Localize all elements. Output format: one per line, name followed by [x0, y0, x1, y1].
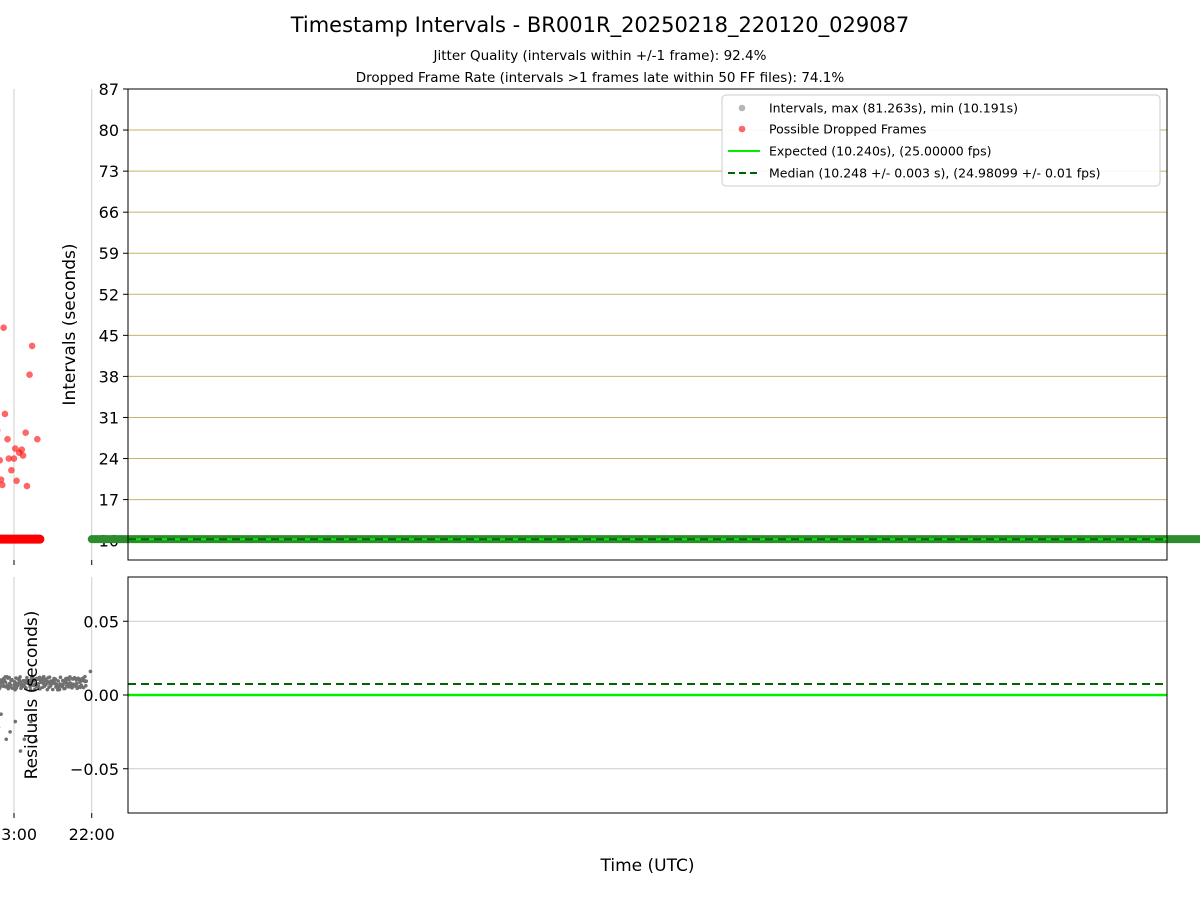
residual-point: [47, 685, 51, 689]
dropped-frame-point: [1, 410, 9, 418]
dropped-frame-point: [4, 435, 11, 443]
residual-point: [88, 669, 93, 674]
dropped-frame-point: [15, 449, 23, 456]
dropped-frame-point: [34, 435, 41, 443]
top-axes-frame: [127, 88, 1168, 561]
top-ytick-label: 17: [99, 491, 119, 510]
residual-point: [46, 676, 50, 680]
residual-point: [55, 687, 60, 692]
residual-point: [22, 737, 27, 742]
residual-point: [54, 685, 58, 689]
legend-label-dropped: Possible Dropped Frames: [769, 122, 926, 137]
residual-point: [12, 679, 17, 684]
residual-point: [9, 678, 13, 683]
chart-title: Timestamp Intervals - BR001R_20250218_22…: [290, 13, 910, 37]
top-ytick-label: 38: [99, 367, 119, 386]
residual-point: [32, 683, 36, 688]
bottom-ylabel: Residuals (seconds): [22, 611, 42, 780]
legend-label-median: Median (10.248 +/- 0.003 s), (24.98099 +…: [769, 166, 1100, 181]
dropped-frame-point: [26, 371, 33, 378]
bottom-axes-frame: [127, 576, 1168, 814]
legend-label-intervals: Intervals, max (81.263s), min (10.191s): [769, 101, 1018, 116]
residual-point: [56, 679, 60, 683]
xlabel: Time (UTC): [600, 856, 695, 876]
chart-subtitle-dropped: Dropped Frame Rate (intervals >1 frames …: [355, 70, 845, 86]
residual-point: [78, 680, 82, 684]
dropped-frame-point: [10, 455, 18, 462]
residual-point: [12, 682, 16, 687]
residual-point: [0, 712, 3, 716]
residual-point: [0, 688, 1, 691]
dropped-frame-point: [8, 466, 15, 474]
residual-point: [28, 687, 33, 692]
top-ytick-label: 24: [99, 450, 119, 469]
bottom-ytick-label: −0.05: [70, 760, 119, 779]
legend-box: [721, 94, 1161, 187]
top-ytick-label: 59: [99, 244, 119, 263]
residual-point: [40, 685, 45, 690]
residual-point: [14, 676, 18, 680]
residual-point: [25, 675, 29, 680]
residual-point: [19, 686, 23, 691]
residual-point: [28, 684, 32, 689]
residual-point: [29, 676, 34, 681]
xtick-label: 23:00: [0, 825, 37, 844]
legend-intervals-marker: [738, 104, 746, 112]
residual-point: [38, 678, 43, 683]
dropped-frame-point: [22, 429, 29, 437]
top-ytick-label: 52: [99, 285, 119, 304]
residual-point: [64, 683, 69, 688]
top-ytick-label: 31: [99, 408, 119, 427]
residual-point: [70, 677, 75, 681]
residual-point: [0, 677, 2, 682]
dropped-frame-point: [28, 342, 36, 350]
top-ytick-label: 80: [99, 121, 119, 140]
residual-point: [29, 719, 33, 724]
residual-point: [50, 687, 55, 692]
residual-point: [21, 678, 26, 683]
residual-point: [18, 749, 23, 753]
intervals-panel: 101724313845525966738087Intervals (secon…: [0, 80, 1200, 565]
top-ytick-label: 87: [99, 80, 119, 99]
residual-point: [13, 719, 18, 724]
dropped-frame-point: [0, 481, 6, 489]
bottom-ytick-label: 0.05: [83, 612, 119, 631]
residual-point: [19, 683, 24, 688]
bottom-ytick-label: 0.00: [83, 686, 119, 705]
top-ytick-label: 45: [99, 326, 119, 345]
dropped-frame-point: [0, 456, 4, 464]
residual-point: [58, 675, 63, 680]
residual-point: [34, 738, 38, 743]
top-ytick-label: 66: [99, 203, 119, 222]
dropped-frame-point: [11, 445, 19, 452]
dropped-frame-point: [13, 477, 20, 485]
xtick-label: 22:00: [69, 825, 115, 844]
residual-point: [81, 685, 86, 690]
residual-point: [45, 687, 50, 692]
top-ylabel: Intervals (seconds): [60, 243, 80, 405]
top-ytick-label: 73: [99, 162, 119, 181]
residual-point: [8, 730, 12, 734]
dropped-frame-point: [23, 482, 31, 490]
residual-point: [4, 737, 9, 742]
dropped-frame-point: [0, 324, 7, 332]
residual-point: [32, 687, 37, 692]
residual-point: [1, 684, 5, 688]
residual-point: [60, 678, 65, 683]
legend-dropped-marker: [738, 125, 746, 133]
legend: Intervals, max (81.263s), min (10.191s) P…: [721, 94, 1161, 187]
residuals-panel: −0.050.000.0522:0023:0000:0001:0002:0003…: [0, 576, 1168, 876]
dropped-frame-point: [5, 455, 13, 462]
dropped-frame-point: [0, 476, 5, 483]
chart-subtitle-jitter: Jitter Quality (intervals within +/-1 fr…: [433, 48, 767, 64]
legend-label-expected: Expected (10.240s), (25.00000 fps): [769, 144, 991, 159]
